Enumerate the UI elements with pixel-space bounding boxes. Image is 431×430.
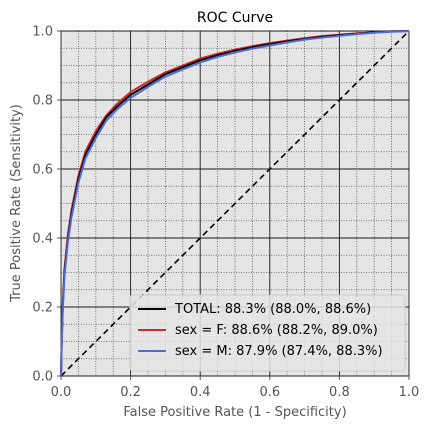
series-layer — [60, 30, 410, 377]
chart-title: ROC Curve — [197, 10, 273, 26]
legend-label: TOTAL: 88.3% (88.0%, 88.6%) — [174, 302, 371, 317]
y-tick-label: 0.6 — [32, 163, 53, 178]
reference-line — [60, 30, 410, 377]
x-axis-label: False Positive Rate (1 - Specificity) — [123, 405, 346, 420]
reference-diagonal — [60, 30, 410, 377]
major-grid — [60, 30, 410, 377]
x-axis-ticks: 0.0 0.2 0.4 0.6 0.8 1.0 — [51, 376, 420, 400]
series-line-2 — [60, 30, 410, 377]
x-tick-label: 0.0 — [51, 385, 72, 400]
x-tick-label: 0.8 — [329, 385, 350, 400]
legend-label: sex = M: 87.9% (87.4%, 88.3%) — [175, 344, 383, 359]
y-tick-label: 0.8 — [32, 94, 53, 109]
y-tick-label: 0.4 — [32, 232, 53, 247]
x-tick-label: 1.0 — [399, 385, 420, 400]
y-axis-ticks: 0.0 0.2 0.4 0.6 0.8 1.0 — [32, 25, 61, 385]
y-axis-label: True Positive Rate (Sensitivity) — [9, 104, 24, 303]
legend: TOTAL: 88.3% (88.0%, 88.6%) sex = F: 88.6… — [129, 294, 406, 372]
x-tick-label: 0.6 — [259, 385, 280, 400]
legend-box — [129, 294, 406, 372]
y-tick-label: 1.0 — [32, 25, 53, 40]
x-tick-label: 0.2 — [120, 385, 141, 400]
y-tick-label: 0.2 — [32, 301, 53, 316]
legend-label: sex = F: 88.6% (88.2%, 89.0%) — [175, 323, 378, 338]
x-tick-label: 0.4 — [190, 385, 211, 400]
y-tick-label: 0.0 — [32, 370, 53, 385]
